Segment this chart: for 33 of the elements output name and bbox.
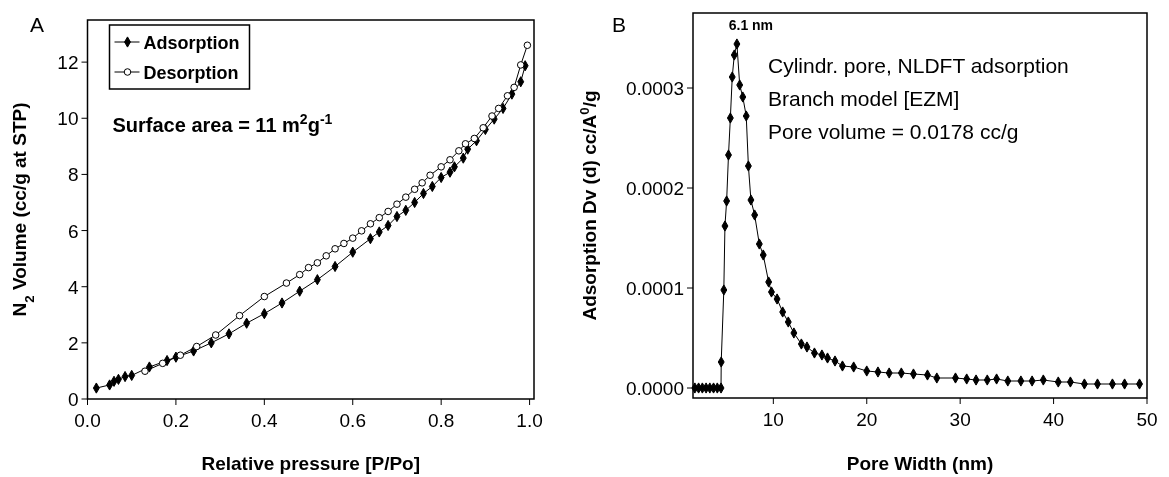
annotation: Cylindr. pore, NLDFT adsorption xyxy=(768,54,1069,77)
y-tick-label: 0.0002 xyxy=(625,178,684,199)
legend-label: Desorption xyxy=(143,63,239,83)
x-axis-title: Pore Width (nm) xyxy=(846,453,994,474)
y-tick-label: 0.0001 xyxy=(625,278,684,299)
x-tick-label: 0.2 xyxy=(162,410,190,431)
x-tick-label: 0.4 xyxy=(251,410,278,431)
text: A xyxy=(30,13,45,36)
annotation: Branch model [EZM] xyxy=(768,87,960,110)
annotation: 6.1 nm xyxy=(728,17,774,33)
y-tick-label: 12 xyxy=(57,52,79,74)
y-tick-label: 8 xyxy=(67,164,79,186)
text: B xyxy=(612,13,627,36)
legend-label: Adsorption xyxy=(143,33,240,53)
x-tick-label: 40 xyxy=(1043,409,1065,430)
x-tick-label: 0.0 xyxy=(74,410,101,431)
x-tick-label: 0.6 xyxy=(339,410,366,431)
y-tick-label: 0.0000 xyxy=(625,378,684,399)
x-tick-label: 20 xyxy=(856,409,878,430)
y-tick-label: 4 xyxy=(67,276,79,298)
annotation: Pore volume = 0.0178 cc/g xyxy=(768,120,1019,143)
y-tick-label: 0 xyxy=(67,389,79,410)
y-tick-label: 10 xyxy=(57,108,79,130)
y-tick-label: 2 xyxy=(67,332,79,354)
x-tick-label: 1.0 xyxy=(516,410,543,431)
x-tick-label: 30 xyxy=(949,409,971,430)
annotation: Surface area = 11 m$^{2}$g$^{-1}$ xyxy=(112,111,333,136)
x-tick-label: 0.8 xyxy=(427,410,455,431)
x-tick-label: 10 xyxy=(762,409,784,430)
y-tick-label: 0.0003 xyxy=(625,78,684,99)
x-axis-title: Relative pressure [P/Po] xyxy=(201,453,421,474)
x-tick-label: 50 xyxy=(1136,409,1158,430)
y-tick-label: 6 xyxy=(67,220,79,242)
